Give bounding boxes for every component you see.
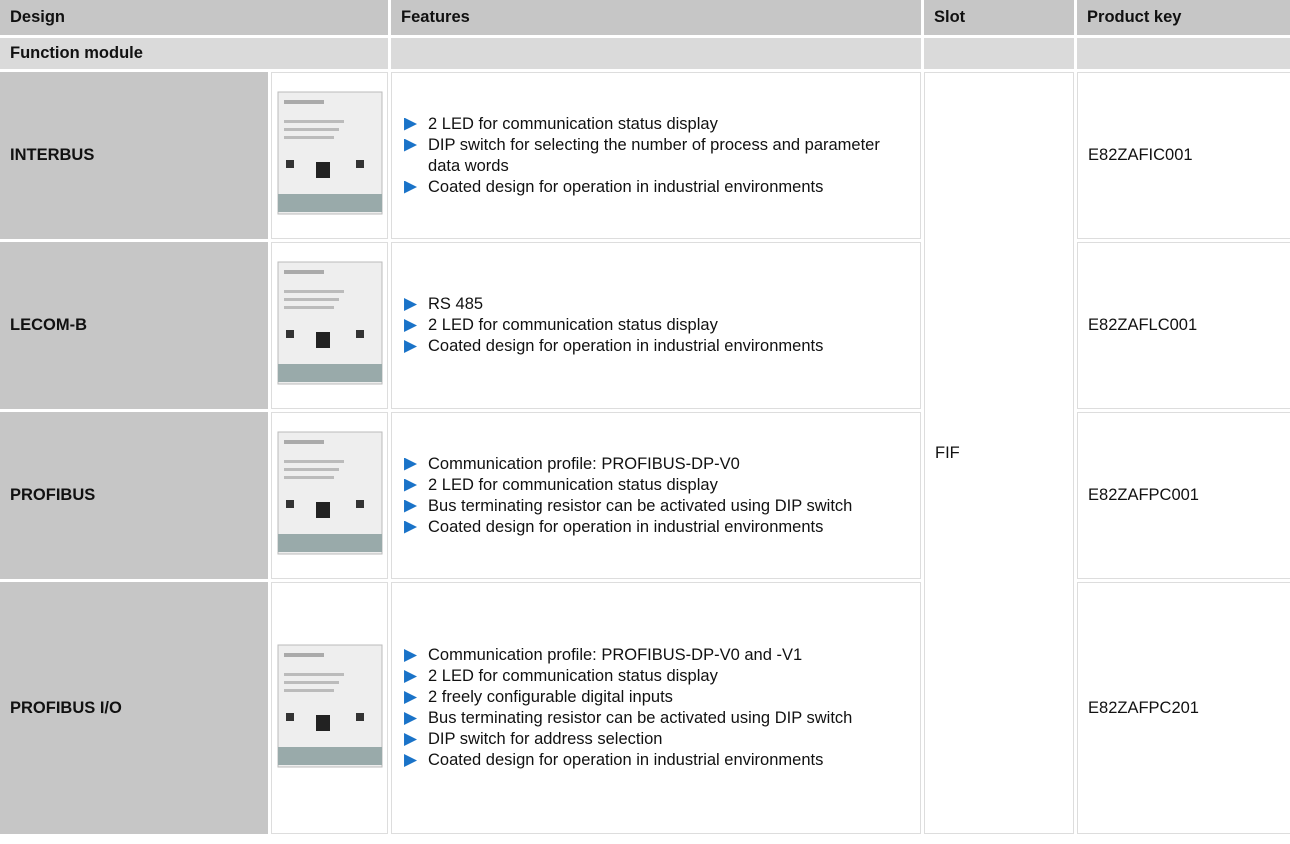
section-row: Function module (0, 38, 1290, 69)
design-cell: INTERBUS (0, 72, 268, 239)
feature-list: Communication profile: PROFIBUS-DP-V0 an… (402, 645, 910, 771)
product-key-cell: E82ZAFIC001 (1077, 72, 1290, 239)
design-cell: LECOM-B (0, 242, 268, 409)
feature-list: 2 LED for communication status display DI… (402, 114, 910, 198)
design-cell: PROFIBUS I/O (0, 582, 268, 834)
feature-item: Bus terminating resistor can be activate… (402, 496, 910, 517)
image-cell (271, 582, 389, 834)
module-row: LECOM-B RS 485 2 LED for communication sta… (0, 242, 1290, 409)
feature-item: RS 485 (402, 294, 910, 315)
feature-item: DIP switch for selecting the number of p… (402, 135, 910, 177)
image-cell (271, 412, 389, 579)
feature-item: Communication profile: PROFIBUS-DP-V0 (402, 454, 910, 475)
product-key-cell: E82ZAFPC001 (1077, 412, 1290, 579)
feature-list: RS 485 2 LED for communication status dis… (402, 294, 910, 357)
feature-item: 2 LED for communication status display (402, 114, 910, 135)
feature-item: 2 LED for communication status display (402, 666, 910, 687)
features-cell: Communication profile: PROFIBUS-DP-V0 an… (391, 582, 922, 834)
section-cell: Function module (0, 38, 389, 69)
image-cell (271, 72, 389, 239)
feature-item: Communication profile: PROFIBUS-DP-V0 an… (402, 645, 910, 666)
design-cell: PROFIBUS (0, 412, 268, 579)
feature-item: Coated design for operation in industria… (402, 750, 910, 771)
feature-list: Communication profile: PROFIBUS-DP-V0 2 L… (402, 454, 910, 538)
product-key-cell: E82ZAFPC201 (1077, 582, 1290, 834)
header-cell: Design (0, 0, 389, 35)
feature-item: 2 freely configurable digital inputs (402, 687, 910, 708)
header-cell: Slot (924, 0, 1075, 35)
features-cell: RS 485 2 LED for communication status dis… (391, 242, 922, 409)
section-cell (1077, 38, 1290, 69)
module-image (277, 431, 382, 555)
module-row: PROFIBUS I/O Communication profile: PROFI… (0, 582, 1290, 834)
product-key-cell: E82ZAFLC001 (1077, 242, 1290, 409)
header-cell: Product key (1077, 0, 1290, 35)
feature-item: Coated design for operation in industria… (402, 336, 910, 357)
module-image (277, 91, 382, 215)
module-row: PROFIBUS Communication profile: PROFIBUS-… (0, 412, 1290, 579)
feature-item: DIP switch for address selection (402, 729, 910, 750)
feature-item: Bus terminating resistor can be activate… (402, 708, 910, 729)
module-image (277, 644, 382, 767)
module-row: INTERBUS 2 LED for communication status d… (0, 72, 1290, 834)
module-image (277, 261, 382, 385)
header-cell: Features (391, 0, 922, 35)
section-cell (391, 38, 922, 69)
header-row: Design Features Slot Product key (0, 0, 1290, 35)
features-cell: Communication profile: PROFIBUS-DP-V0 2 L… (391, 412, 922, 579)
features-cell: 2 LED for communication status display DI… (391, 72, 922, 239)
feature-item: Coated design for operation in industria… (402, 177, 910, 198)
feature-item: 2 LED for communication status display (402, 315, 910, 336)
feature-item: Coated design for operation in industria… (402, 517, 910, 538)
section-cell (924, 38, 1075, 69)
image-cell (271, 242, 389, 409)
slot-cell: FIF (924, 72, 1075, 834)
feature-item: 2 LED for communication status display (402, 475, 910, 496)
